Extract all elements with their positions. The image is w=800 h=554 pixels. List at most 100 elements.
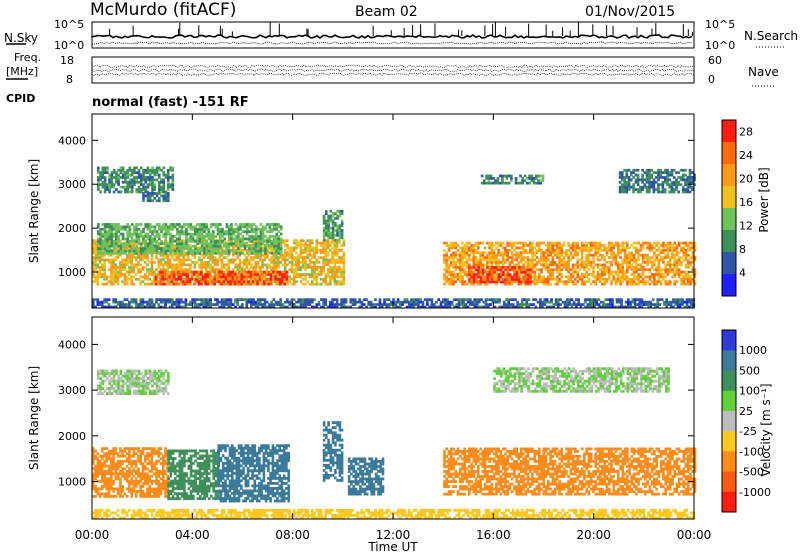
freq-nave-trace xyxy=(91,72,695,76)
power-cell xyxy=(623,168,626,172)
power-cell xyxy=(468,266,471,269)
power-cell xyxy=(443,256,446,259)
power-cell xyxy=(97,240,100,243)
power-cell xyxy=(666,246,670,250)
power-cell xyxy=(443,241,446,245)
power-cell xyxy=(106,225,109,229)
power-cell xyxy=(265,244,269,247)
power-cell xyxy=(610,246,613,250)
power-cell xyxy=(240,277,244,281)
power-cell xyxy=(524,244,527,247)
power-cell xyxy=(171,223,175,226)
power-cell xyxy=(504,268,507,272)
power-cell xyxy=(594,244,597,247)
power-cell xyxy=(443,261,446,264)
power-cell xyxy=(574,282,577,286)
power-cell xyxy=(238,253,242,257)
power-cell xyxy=(329,214,333,218)
power-cell xyxy=(198,241,201,245)
power-cell xyxy=(202,239,206,242)
power-cell xyxy=(180,280,183,283)
power-cell xyxy=(495,266,498,269)
power-cell xyxy=(243,230,247,233)
power-cell xyxy=(673,246,676,250)
power-cell xyxy=(186,282,189,286)
power-cell xyxy=(693,275,697,279)
power-cell xyxy=(128,270,131,274)
power-cell xyxy=(472,278,476,281)
power-cell xyxy=(308,244,312,247)
power-cell xyxy=(628,251,631,255)
power-cell xyxy=(560,253,564,257)
power-cell xyxy=(542,261,546,264)
power-cell xyxy=(214,244,217,248)
power-cell xyxy=(230,230,233,233)
power-cell xyxy=(338,268,341,271)
power-cell xyxy=(617,246,620,250)
power-cell xyxy=(232,249,235,252)
power-cell xyxy=(626,265,629,269)
power-cell xyxy=(160,190,163,194)
power-cell xyxy=(618,171,622,174)
power-cell xyxy=(614,277,618,281)
power-cell xyxy=(182,256,185,259)
power-cell xyxy=(560,251,564,255)
power-cell xyxy=(213,282,216,286)
power-cell xyxy=(206,280,210,283)
power-cell xyxy=(101,180,105,184)
power-cell xyxy=(207,256,210,259)
power-cell xyxy=(252,247,256,250)
power-cell xyxy=(336,238,339,242)
power-cell xyxy=(142,192,145,195)
power-cell xyxy=(243,273,246,276)
power-cell xyxy=(623,253,627,257)
power-cell xyxy=(571,265,575,269)
power-cell xyxy=(549,275,552,279)
power-cell xyxy=(578,249,582,252)
power-cell xyxy=(488,275,491,279)
power-cell xyxy=(596,263,600,267)
power-cell xyxy=(443,268,446,271)
power-cell xyxy=(585,258,588,262)
power-cell xyxy=(283,253,287,257)
power-cell xyxy=(526,273,530,276)
power-cell xyxy=(587,256,591,259)
power-cell xyxy=(117,190,120,194)
power-cell xyxy=(268,258,271,262)
power-cell xyxy=(115,223,118,226)
power-cell xyxy=(186,253,190,257)
power-cell xyxy=(652,178,656,182)
power-cell xyxy=(243,244,247,248)
power-cell xyxy=(540,253,543,257)
power-cell xyxy=(277,244,281,248)
power-cell xyxy=(234,300,237,304)
power-cell xyxy=(162,268,165,271)
power-cell xyxy=(535,241,539,245)
power-cell xyxy=(468,270,471,274)
power-cell xyxy=(560,261,564,264)
power-cell xyxy=(216,263,219,267)
power-cell xyxy=(108,180,111,184)
power-cell xyxy=(618,190,622,194)
power-cell xyxy=(513,270,516,274)
power-cell xyxy=(315,239,319,242)
power-cell xyxy=(180,258,183,262)
power-cell xyxy=(251,280,255,283)
power-cell xyxy=(342,280,346,283)
power-cell xyxy=(238,249,242,252)
power-cell xyxy=(589,249,593,252)
power-cell xyxy=(311,253,314,257)
power-cell xyxy=(585,265,588,269)
power-cell xyxy=(209,277,212,281)
power-cell xyxy=(170,270,174,274)
power-cell xyxy=(108,235,111,238)
power-cell xyxy=(488,258,491,262)
power-cell xyxy=(106,244,109,248)
power-cell xyxy=(234,263,237,267)
power-cell xyxy=(524,270,528,274)
power-cell xyxy=(103,244,107,248)
power-cell xyxy=(191,240,195,243)
power-cell xyxy=(193,298,197,301)
power-cell xyxy=(677,183,680,186)
power-cell xyxy=(315,282,319,286)
